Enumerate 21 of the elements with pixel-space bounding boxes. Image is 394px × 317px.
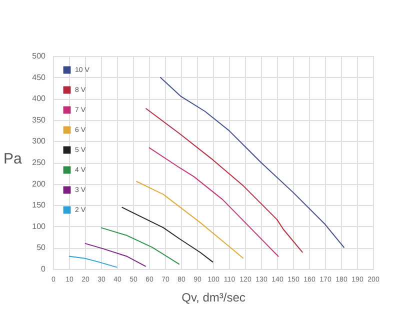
line-series [148,147,280,258]
line-series [84,242,146,267]
y-tick-label: 350 [32,115,46,124]
y-tick-label: 400 [32,94,46,104]
y-tick-label: 450 [32,72,46,82]
line-series [100,227,180,265]
line-series [68,256,118,268]
y-tick-label: 250 [32,158,46,167]
line-series [160,76,345,248]
y-tick-label: 500 [32,52,46,60]
y-axis-title: Pa [4,150,23,168]
x-axis-title: Qv, dm³/sec [182,290,246,304]
line-series [121,206,214,263]
y-tick-label: 300 [32,136,46,146]
y-tick-label: 0 [41,264,46,274]
y-tick-label: 100 [32,222,46,231]
line-series [145,108,304,253]
y-tick-label: 200 [32,179,46,188]
line-series [136,180,244,259]
y-tick-label: 50 [36,243,46,252]
y-tick-label: 150 [32,200,46,210]
